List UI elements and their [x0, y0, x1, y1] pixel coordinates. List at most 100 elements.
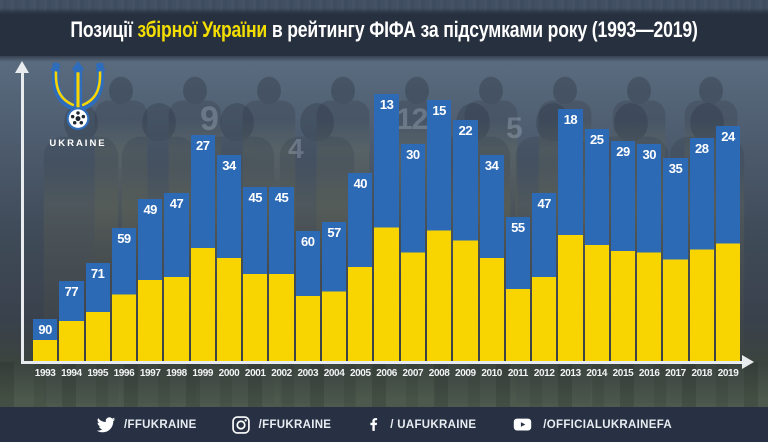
bar-series: 90 77 71 59 49 47 27 34 45 45 60 57 40 13 30 15 22 34 55 47…	[33, 94, 741, 361]
year-label: 2009	[455, 368, 476, 379]
bar-value-label: 90	[38, 322, 52, 337]
year-label: 2015	[612, 368, 634, 379]
year-label: 2004	[323, 368, 345, 379]
year-label: 2018	[691, 368, 713, 379]
year-label: 2006	[376, 368, 397, 379]
year-label: 1994	[61, 368, 82, 379]
bar-value-label: 24	[721, 129, 735, 144]
year-label: 2017	[665, 368, 686, 379]
header-banner: Позиції збірної України в рейтингу ФІФА …	[0, 0, 768, 56]
year-label: 2003	[297, 368, 319, 379]
bar-value-label: 49	[143, 202, 157, 217]
year-label: 2010	[481, 368, 502, 379]
bar-2007: 30	[400, 144, 425, 361]
bar-1995: 71	[85, 263, 110, 361]
bar-value-label: 34	[484, 158, 499, 173]
year-label: 2007	[402, 368, 424, 379]
bar-2013: 18	[558, 109, 583, 361]
year-label: 2019	[717, 368, 739, 379]
social-link-twitter: /FFUKRAINE	[96, 415, 197, 435]
bar-2014: 25	[584, 129, 609, 361]
bar-value-label: 34	[222, 158, 236, 173]
x-axis-arrow-icon	[742, 355, 754, 369]
year-label: 1995	[87, 368, 108, 379]
social-link-instagram: /FFUKRAINE	[231, 415, 332, 435]
bar-value-label: 77	[64, 284, 79, 299]
bar-value-label: 45	[248, 190, 263, 205]
bar-1997: 49	[138, 199, 163, 361]
social-handle: / UAFUKRAINE	[390, 418, 477, 431]
bar-value-label: 29	[616, 144, 630, 159]
year-label: 2001	[244, 368, 266, 379]
social-link-youtube: /OFFICIALUKRAINEFA	[510, 415, 672, 434]
year-label: 2002	[271, 368, 292, 379]
bar-1993: 90	[33, 319, 58, 361]
bar-2012: 47	[532, 193, 557, 361]
bar-2006: 13	[374, 94, 399, 361]
bar-2018: 28	[689, 138, 714, 361]
bar-value-label: 13	[379, 97, 394, 112]
bar-1999: 27	[190, 135, 215, 361]
bar-2001: 45	[243, 187, 268, 361]
logo-country-label: UKRAINE	[49, 138, 107, 149]
title-text-prefix: Позиції	[70, 16, 138, 42]
x-axis	[21, 361, 743, 364]
social-link-facebook: / UAFUKRAINE	[365, 415, 476, 434]
bar-2008: 15	[426, 100, 452, 361]
y-axis-arrow-icon	[15, 61, 29, 73]
footer-bar: /FFUKRAINE/FFUKRAINE / UAFUKRAINE/OFFICIA…	[0, 407, 768, 442]
youtube-icon	[510, 415, 535, 434]
bar-2004: 57	[321, 222, 347, 361]
title-text-suffix: в рейтингу ФІФА за підсумками року (1993…	[267, 16, 698, 42]
bar-2000: 34	[216, 155, 242, 361]
bar-2002: 45	[269, 187, 294, 361]
year-label: 2012	[533, 368, 555, 379]
bar-2015: 29	[610, 141, 636, 361]
year-label: 1999	[192, 368, 214, 379]
social-handle: /FFUKRAINE	[124, 418, 197, 431]
bar-2017: 35	[663, 158, 688, 361]
bar-1994: 77	[59, 281, 84, 361]
bar-value-label: 30	[406, 147, 420, 162]
bar-2003: 60	[295, 231, 320, 361]
bar-value-label: 45	[274, 190, 289, 205]
bar-value-label: 59	[117, 231, 131, 246]
year-label: 2005	[349, 368, 371, 379]
trident-icon	[50, 61, 106, 130]
bar-1996: 59	[111, 228, 137, 361]
title-highlight: збірної України	[137, 16, 268, 42]
year-label: 2013	[560, 368, 581, 379]
bar-value-label: 28	[695, 141, 709, 156]
year-label: 2014	[586, 368, 608, 379]
bar-value-label: 35	[668, 161, 683, 176]
bar-2005: 40	[348, 173, 373, 361]
bar-2016: 30	[637, 144, 662, 361]
year-label: 2011	[507, 368, 529, 379]
bar-2010: 34	[479, 155, 504, 361]
ffu-logo: UKRAINE	[42, 60, 114, 149]
page-title: Позиції збірної України в рейтингу ФІФА …	[70, 14, 697, 43]
social-handle: /FFUKRAINE	[258, 418, 332, 431]
bar-value-label: 47	[537, 196, 551, 211]
bar-value-label: 47	[169, 196, 184, 211]
year-label: 1998	[166, 368, 187, 379]
year-label: 2008	[428, 368, 450, 379]
year-label: 2000	[218, 368, 240, 379]
bar-value-label: 30	[642, 147, 657, 162]
twitter-icon	[96, 415, 116, 435]
bar-2009: 22	[453, 120, 478, 361]
bar-1998: 47	[164, 193, 189, 361]
facebook-icon	[365, 415, 382, 434]
instagram-icon	[231, 415, 251, 435]
bar-2011: 55	[505, 217, 531, 361]
bar-value-label: 27	[195, 138, 210, 153]
y-axis	[21, 72, 24, 364]
bar-value-label: 40	[353, 176, 368, 191]
bar-value-label: 25	[589, 132, 604, 147]
bar-value-label: 57	[327, 225, 341, 240]
year-label: 1993	[34, 368, 56, 379]
bar-2019: 24	[715, 126, 741, 361]
bar-value-label: 18	[563, 112, 578, 127]
